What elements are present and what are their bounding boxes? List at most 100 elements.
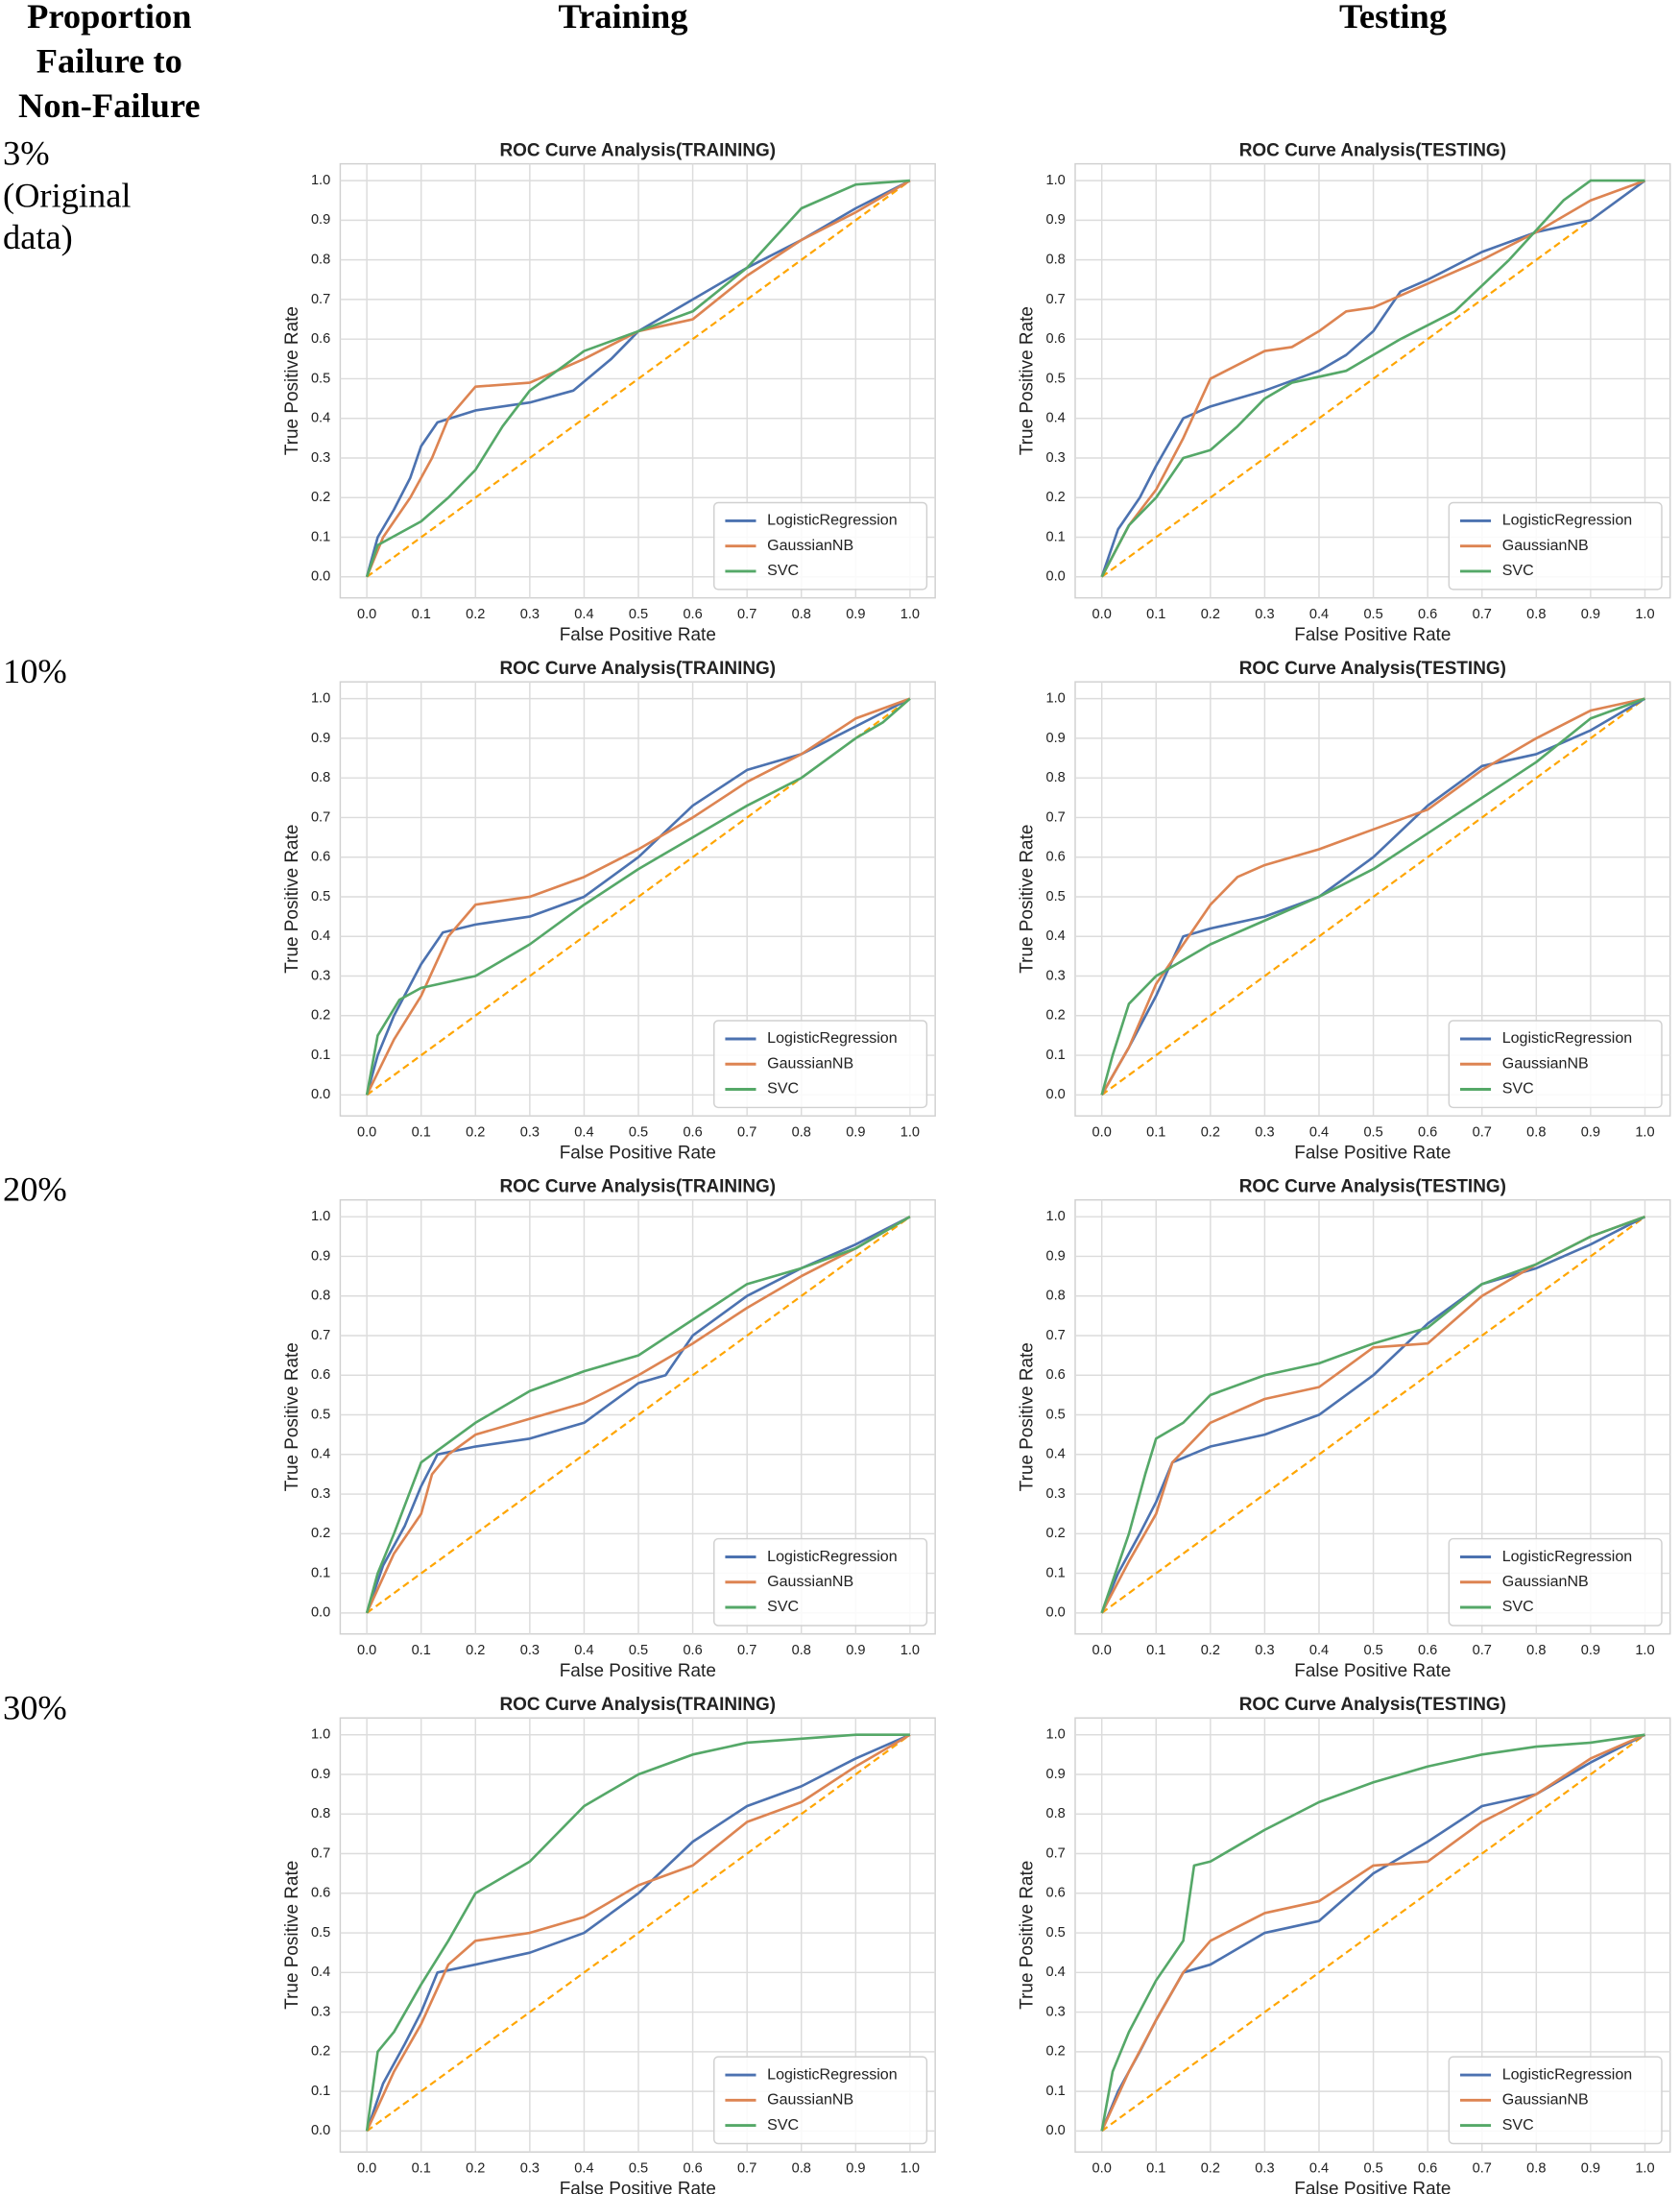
row-label: 10% — [3, 652, 67, 690]
roc-curve — [365, 179, 911, 578]
y-tick-label: 0.2 — [311, 1526, 330, 1541]
y-tick-label: 0.2 — [1046, 1526, 1066, 1541]
x-axis-label: False Positive Rate — [560, 1661, 716, 1681]
legend-box — [713, 1020, 928, 1109]
chart-title: ROC Curve Analysis(TESTING) — [1239, 1695, 1506, 1715]
x-tick-label: 0.7 — [1473, 607, 1492, 622]
legend-label: SVC — [767, 1598, 799, 1615]
y-tick-label: 0.7 — [1046, 292, 1066, 307]
legend-label: LogisticRegression — [1502, 2065, 1632, 2083]
chart-title: ROC Curve Analysis(TRAINING) — [499, 140, 776, 160]
x-tick-label: 0.9 — [846, 1125, 865, 1141]
y-tick-label: 0.0 — [311, 569, 330, 585]
x-tick-label: 0.0 — [357, 1643, 376, 1658]
chance-line — [366, 180, 911, 578]
y-tick-label: 0.5 — [311, 1925, 330, 1941]
y-tick-label: 0.2 — [311, 1008, 330, 1024]
legend-label: GaussianNB — [1502, 1573, 1589, 1590]
y-tick-label: 0.9 — [311, 1248, 330, 1264]
x-tick-label: 0.1 — [412, 1643, 431, 1658]
x-tick-label: 0.2 — [1201, 2161, 1220, 2177]
chart: ROC Curve Analysis(TESTING) 0.0 0.1 0.2 0.3 0… — [1017, 1695, 1671, 2194]
y-tick-label: 0.8 — [1046, 1806, 1066, 1821]
y-tick-label: 0.4 — [311, 928, 330, 944]
legend-label: LogisticRegression — [1502, 1029, 1632, 1047]
y-tick-label: 0.8 — [1046, 1289, 1066, 1304]
legend-label: SVC — [767, 2116, 799, 2134]
x-tick-label: 0.2 — [466, 607, 485, 622]
legend-label: SVC — [767, 562, 799, 579]
legend-box — [713, 501, 928, 591]
legend-label: SVC — [767, 1080, 799, 1097]
y-axis-label: True Positive Rate — [1017, 825, 1037, 974]
x-tick-label: 0.7 — [1473, 2161, 1492, 2177]
chart-title: ROC Curve Analysis(TRAINING) — [499, 659, 776, 679]
x-tick-label: 1.0 — [1635, 2161, 1654, 2177]
x-tick-label: 0.7 — [737, 1643, 756, 1658]
x-tick-label: 0.1 — [1146, 1125, 1165, 1141]
x-tick-label: 0.1 — [1146, 1643, 1165, 1658]
x-tick-label: 0.4 — [1309, 1643, 1329, 1658]
roc-curve — [365, 1733, 910, 2132]
x-tick-label: 0.1 — [412, 2161, 431, 2177]
chart-title: ROC Curve Analysis(TESTING) — [1239, 659, 1506, 679]
y-tick-label: 0.0 — [311, 2123, 330, 2138]
y-tick-label: 0.5 — [311, 371, 330, 386]
chance-line — [1101, 697, 1646, 1097]
x-tick-label: 1.0 — [900, 1643, 920, 1658]
roc-curve — [1100, 1215, 1645, 1614]
chance-line — [366, 1733, 911, 2133]
roc-curve — [365, 697, 911, 1096]
x-tick-label: 0.3 — [1255, 1643, 1274, 1658]
roc-curve — [365, 697, 911, 1096]
x-tick-label: 0.4 — [1309, 607, 1329, 622]
legend-label: LogisticRegression — [1502, 512, 1632, 529]
legend-label: GaussianNB — [1502, 537, 1589, 554]
x-tick-label: 0.4 — [1309, 1125, 1329, 1141]
y-tick-label: 0.9 — [1046, 1248, 1066, 1264]
chance-line — [1101, 1733, 1646, 2133]
y-axis-label: True Positive Rate — [282, 1342, 302, 1491]
y-tick-label: 0.8 — [311, 252, 330, 267]
x-tick-label: 0.5 — [629, 1125, 648, 1141]
x-tick-label: 0.6 — [683, 1125, 702, 1141]
x-tick-label: 0.0 — [357, 607, 376, 622]
x-tick-label: 0.9 — [1581, 2161, 1600, 2177]
y-tick-label: 0.4 — [311, 411, 330, 426]
y-tick-label: 0.3 — [1046, 1486, 1066, 1502]
y-tick-label: 0.3 — [311, 968, 330, 983]
y-tick-label: 0.7 — [1046, 1328, 1066, 1343]
x-tick-label: 0.5 — [1363, 2161, 1382, 2177]
y-tick-label: 0.4 — [1046, 1965, 1066, 1980]
y-tick-label: 0.6 — [311, 331, 330, 347]
x-tick-label: 0.7 — [1473, 1643, 1492, 1658]
x-tick-label: 0.1 — [1146, 2161, 1165, 2177]
row-label: 30% — [3, 1688, 67, 1726]
y-axis-label: True Positive Rate — [282, 306, 302, 455]
y-tick-label: 1.0 — [1046, 1209, 1066, 1224]
y-axis-label: True Positive Rate — [1017, 1342, 1037, 1491]
x-tick-label: 0.8 — [1526, 1643, 1546, 1658]
x-tick-label: 1.0 — [900, 2161, 920, 2177]
y-tick-label: 0.5 — [1046, 889, 1066, 904]
chart-title: ROC Curve Analysis(TESTING) — [1239, 1177, 1506, 1197]
y-tick-label: 0.8 — [311, 1806, 330, 1821]
legend-label: GaussianNB — [1502, 1054, 1589, 1072]
x-tick-label: 0.5 — [629, 1643, 648, 1658]
x-tick-label: 1.0 — [900, 607, 920, 622]
y-tick-label: 0.1 — [1046, 1048, 1066, 1063]
legend-box — [1448, 1537, 1663, 1627]
x-tick-label: 0.0 — [357, 2161, 376, 2177]
chart-title: ROC Curve Analysis(TESTING) — [1239, 140, 1506, 160]
roc-curve — [365, 179, 911, 578]
y-tick-label: 0.0 — [1046, 2123, 1066, 2138]
corner-header: Proportion — [27, 0, 191, 36]
chart: ROC Curve Analysis(TRAINING) 0.0 0.1 0.2 0.3… — [282, 659, 936, 1164]
x-tick-label: 0.2 — [466, 1125, 485, 1141]
corner-header: Failure to — [36, 41, 182, 80]
y-tick-label: 0.1 — [311, 529, 330, 544]
chart: ROC Curve Analysis(TRAINING) 0.0 0.1 0.2 0.3… — [282, 140, 936, 645]
roc-curve — [1100, 180, 1646, 578]
